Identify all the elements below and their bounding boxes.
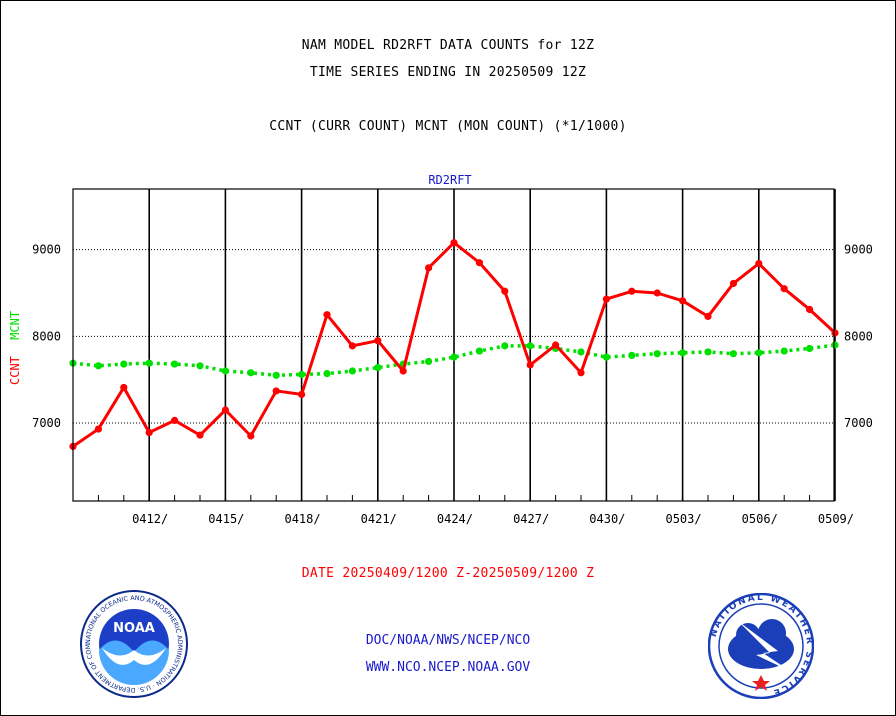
data-point-mcnt xyxy=(831,341,839,349)
series-mcnt xyxy=(69,341,839,379)
data-point-mcnt xyxy=(145,359,153,367)
data-point-mcnt xyxy=(806,344,814,353)
x-axis-ticks: 0412/0415/0418/0421/0424/0427/0430/0503/… xyxy=(132,512,854,526)
data-point-mcnt xyxy=(348,367,356,375)
data-point-ccnt xyxy=(272,387,280,395)
data-point-ccnt xyxy=(323,311,331,319)
data-point-ccnt xyxy=(298,390,306,398)
data-point-mcnt xyxy=(323,370,331,378)
data-point-mcnt xyxy=(755,349,763,357)
y-tick-label-right: 7000 xyxy=(844,416,873,430)
data-point-mcnt xyxy=(704,348,712,356)
x-tick-label: 0506/ xyxy=(742,512,778,526)
data-point-mcnt xyxy=(171,360,179,368)
data-point-mcnt xyxy=(298,370,306,379)
ylabel-ccnt: CCNT xyxy=(8,356,22,385)
data-point-ccnt xyxy=(653,289,661,297)
data-point-ccnt xyxy=(145,428,153,437)
nws-logo: NATIONAL WEATHER SERVICE xyxy=(708,593,814,699)
y-tick-label-right: 9000 xyxy=(844,243,873,257)
svg-text:CCNT MCNT: CCNT MCNT xyxy=(8,311,22,385)
data-point-mcnt xyxy=(450,353,458,361)
data-point-mcnt xyxy=(475,347,483,355)
data-point-ccnt xyxy=(348,342,356,350)
data-point-mcnt xyxy=(679,349,687,357)
chart: RD2RFT 0412/0415/0418/0421/0424/0427/043… xyxy=(8,173,873,526)
data-point-ccnt xyxy=(704,312,712,320)
y-tick-label-right: 8000 xyxy=(844,329,873,343)
data-point-mcnt xyxy=(425,357,433,366)
x-tick-label: 0421/ xyxy=(361,512,397,526)
data-point-ccnt xyxy=(247,432,255,440)
data-point-ccnt xyxy=(221,406,229,414)
data-point-ccnt xyxy=(501,287,509,295)
data-point-ccnt xyxy=(577,369,585,377)
data-point-ccnt xyxy=(755,259,763,268)
x-tick-label: 0503/ xyxy=(665,512,701,526)
data-point-mcnt xyxy=(221,367,229,375)
data-point-mcnt xyxy=(780,347,788,355)
plot-border xyxy=(72,188,835,502)
ylabel-mcnt: MCNT xyxy=(8,311,22,340)
x-tick-label: 0427/ xyxy=(513,512,549,526)
data-point-ccnt xyxy=(374,337,382,345)
y-tick-label-left: 7000 xyxy=(32,416,61,430)
x-tick-label: 0418/ xyxy=(284,512,320,526)
data-point-mcnt xyxy=(196,362,204,370)
data-point-mcnt xyxy=(120,360,128,368)
y-tick-label-left: 9000 xyxy=(32,243,61,257)
data-point-mcnt xyxy=(374,363,382,372)
x-tick-label: 0412/ xyxy=(132,512,168,526)
data-point-mcnt xyxy=(628,351,636,359)
y-tick-label-left: 8000 xyxy=(32,329,61,343)
series-ccnt xyxy=(69,239,839,450)
x-tick-label: 0509/ xyxy=(818,512,854,526)
data-point-mcnt xyxy=(94,362,102,370)
data-point-ccnt xyxy=(120,383,128,392)
data-point-ccnt xyxy=(399,367,407,375)
data-point-ccnt xyxy=(94,425,102,433)
chart-heading-line2: TIME SERIES ENDING IN 20250509 12Z xyxy=(309,65,587,80)
data-point-ccnt xyxy=(450,239,458,247)
data-point-ccnt xyxy=(475,259,483,267)
data-point-ccnt xyxy=(552,341,560,349)
data-point-mcnt xyxy=(526,342,534,350)
data-point-ccnt xyxy=(425,264,433,272)
data-point-mcnt xyxy=(653,350,661,358)
data-point-ccnt xyxy=(780,285,788,293)
data-point-mcnt xyxy=(602,353,611,361)
x-tick-label: 0430/ xyxy=(589,512,625,526)
data-point-mcnt xyxy=(577,348,585,356)
data-point-mcnt xyxy=(729,350,738,358)
chart-heading-line3: CCNT (CURR COUNT) MCNT (MON COUNT) (*1/1… xyxy=(269,119,627,134)
data-point-ccnt xyxy=(679,297,687,305)
data-point-ccnt xyxy=(196,431,204,439)
footer-url[interactable]: WWW.NCO.NCEP.NOAA.GOV xyxy=(365,660,531,675)
plot-title: RD2RFT xyxy=(428,173,471,187)
x-tick-label: 0415/ xyxy=(208,512,244,526)
data-point-mcnt xyxy=(247,369,255,377)
chart-heading-line1: NAM MODEL RD2RFT DATA COUNTS for 12Z xyxy=(301,38,595,53)
data-point-mcnt xyxy=(272,371,280,379)
data-point-ccnt xyxy=(729,279,738,288)
date-range-label: DATE 20250409/1200 Z-20250509/1200 Z xyxy=(301,566,595,581)
noaa-logo-text: NOAA xyxy=(113,621,155,636)
y-axis-label: CCNT MCNT xyxy=(8,311,22,385)
x-tick-label: 0424/ xyxy=(437,512,473,526)
data-point-ccnt xyxy=(628,287,636,295)
footer-org: DOC/NOAA/NWS/NCEP/NCO xyxy=(365,633,531,648)
data-point-ccnt xyxy=(806,305,814,314)
grid-lines xyxy=(72,189,836,501)
data-point-ccnt xyxy=(602,295,611,303)
noaa-logo: NATIONAL OCEANIC AND ATMOSPHERIC ADMINIS… xyxy=(80,590,188,698)
data-point-mcnt xyxy=(501,342,509,350)
data-point-ccnt xyxy=(526,361,534,369)
data-point-ccnt xyxy=(831,329,839,337)
y-axis-ticks: 7000 7000 8000 8000 9000 9000 xyxy=(32,243,873,430)
data-point-ccnt xyxy=(171,416,179,424)
